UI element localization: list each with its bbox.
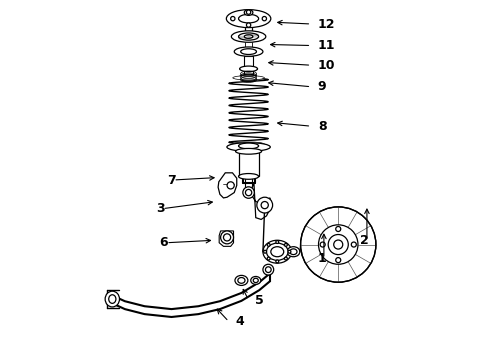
- Circle shape: [285, 257, 287, 260]
- Circle shape: [328, 234, 348, 255]
- Ellipse shape: [234, 47, 263, 56]
- Ellipse shape: [271, 247, 284, 257]
- Circle shape: [262, 17, 267, 21]
- Circle shape: [336, 226, 341, 231]
- Circle shape: [257, 197, 272, 213]
- Text: 1: 1: [318, 252, 326, 265]
- Ellipse shape: [240, 74, 258, 81]
- Circle shape: [261, 202, 269, 209]
- Text: 5: 5: [255, 294, 264, 307]
- Ellipse shape: [287, 247, 300, 257]
- Polygon shape: [239, 146, 259, 176]
- Ellipse shape: [267, 243, 288, 260]
- Circle shape: [276, 260, 279, 263]
- Circle shape: [231, 17, 235, 21]
- Text: 8: 8: [318, 120, 326, 133]
- Text: 4: 4: [235, 315, 244, 328]
- Polygon shape: [240, 75, 243, 80]
- Circle shape: [300, 207, 376, 282]
- Ellipse shape: [245, 35, 253, 39]
- Ellipse shape: [241, 49, 256, 54]
- Circle shape: [264, 250, 267, 253]
- Ellipse shape: [263, 240, 292, 263]
- Circle shape: [220, 231, 234, 244]
- Text: 7: 7: [167, 174, 175, 186]
- Circle shape: [351, 242, 356, 247]
- Ellipse shape: [233, 76, 265, 80]
- Circle shape: [246, 10, 251, 14]
- Circle shape: [243, 187, 254, 198]
- Circle shape: [336, 258, 341, 263]
- Ellipse shape: [290, 249, 297, 255]
- Ellipse shape: [251, 276, 261, 284]
- Ellipse shape: [231, 31, 266, 42]
- Ellipse shape: [238, 278, 245, 283]
- Ellipse shape: [105, 291, 120, 307]
- Ellipse shape: [239, 33, 259, 40]
- Ellipse shape: [226, 10, 271, 28]
- Ellipse shape: [235, 275, 248, 285]
- Ellipse shape: [245, 10, 253, 15]
- Polygon shape: [219, 231, 234, 246]
- Circle shape: [267, 257, 270, 260]
- Text: 2: 2: [361, 234, 369, 247]
- Text: 10: 10: [318, 59, 335, 72]
- Polygon shape: [218, 173, 237, 198]
- Text: 9: 9: [318, 80, 326, 93]
- Text: 3: 3: [156, 202, 165, 215]
- Circle shape: [320, 242, 325, 247]
- Circle shape: [246, 23, 251, 27]
- Ellipse shape: [233, 142, 265, 146]
- Ellipse shape: [239, 174, 259, 179]
- Circle shape: [276, 240, 279, 243]
- Circle shape: [245, 189, 252, 196]
- Text: 11: 11: [318, 39, 335, 52]
- Ellipse shape: [227, 143, 270, 151]
- Circle shape: [263, 264, 274, 275]
- Circle shape: [267, 243, 270, 246]
- Text: 12: 12: [318, 18, 335, 31]
- Ellipse shape: [253, 278, 258, 283]
- Circle shape: [334, 240, 343, 249]
- Ellipse shape: [236, 148, 262, 154]
- Circle shape: [318, 225, 358, 264]
- Polygon shape: [252, 184, 270, 220]
- Text: 6: 6: [160, 236, 168, 249]
- Circle shape: [223, 234, 231, 241]
- Ellipse shape: [109, 295, 116, 303]
- Ellipse shape: [239, 143, 259, 149]
- Circle shape: [227, 182, 234, 189]
- Ellipse shape: [240, 66, 258, 72]
- Ellipse shape: [239, 14, 259, 23]
- Circle shape: [288, 250, 291, 253]
- Circle shape: [266, 267, 271, 273]
- Circle shape: [285, 243, 287, 246]
